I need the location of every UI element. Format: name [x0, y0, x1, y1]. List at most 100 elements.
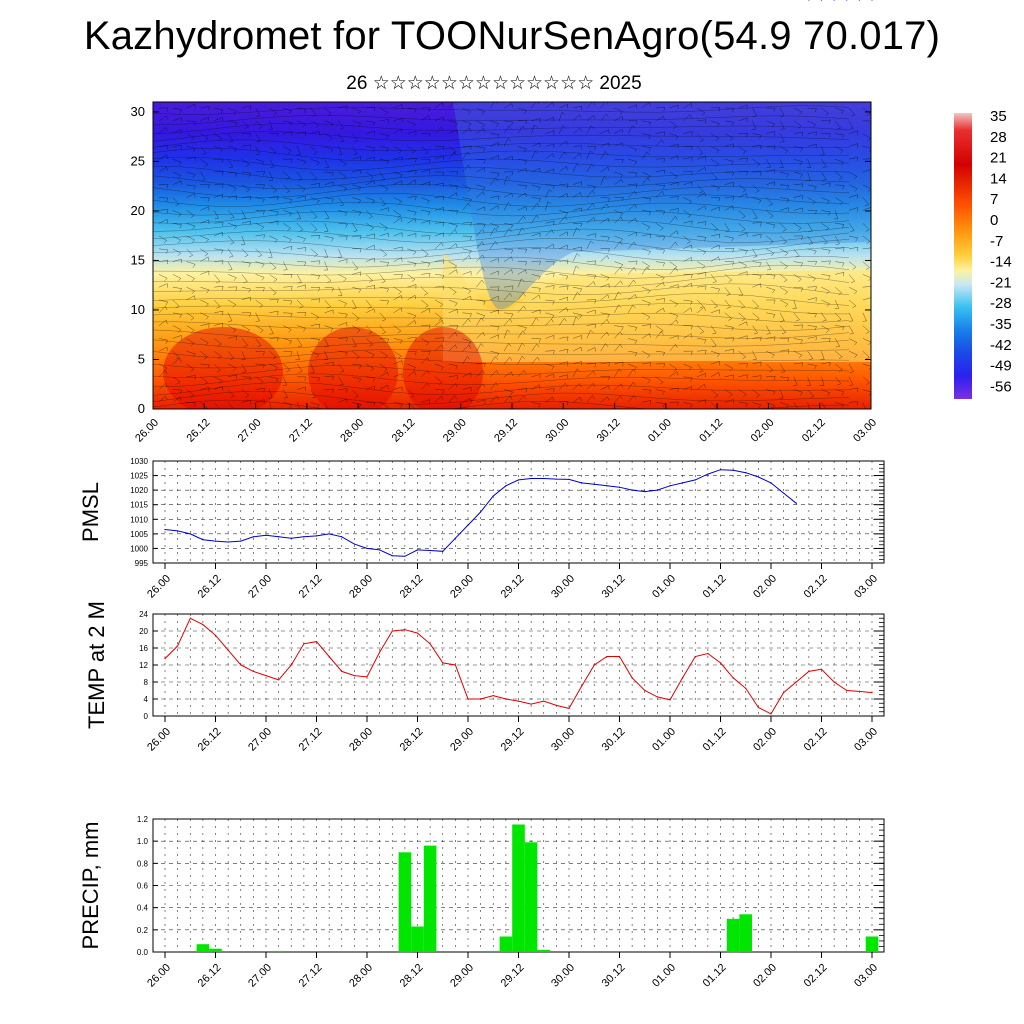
x-tick-label: 01.12: [701, 962, 729, 990]
wind-barb: [338, 171, 347, 180]
wind-barb: [158, 274, 168, 282]
wind-barb: [697, 205, 707, 211]
wind-barb: [324, 351, 329, 361]
wind-barb: [572, 227, 580, 237]
wind-barb: [807, 336, 817, 341]
wind-barb: [752, 325, 759, 335]
wind-barb: [296, 184, 306, 192]
wind-barb: [255, 107, 261, 117]
wind-barb: [835, 184, 845, 190]
wind-barb: [379, 248, 388, 257]
colorbar-tick-label: -28: [990, 295, 1012, 312]
wind-barb: [766, 197, 773, 206]
wind-barb: [158, 154, 168, 160]
wind-barb: [283, 312, 293, 318]
wind-barb: [669, 143, 679, 149]
wind-barb: [214, 322, 224, 328]
wind-barb: [586, 240, 594, 249]
wind-barb: [269, 376, 279, 383]
wind-barb: [779, 349, 790, 354]
wind-barb: [476, 369, 485, 377]
series-point: [177, 530, 179, 532]
wind-barb: [269, 363, 279, 371]
wind-barb: [572, 361, 582, 366]
wind-barb: [393, 338, 403, 344]
x-tick-label: 29.00: [441, 417, 469, 445]
y-tick-label: 24: [139, 610, 148, 619]
wind-barb: [572, 253, 580, 262]
series-point: [265, 675, 267, 677]
wind-barb: [517, 330, 526, 339]
wind-barb: [807, 210, 817, 215]
wind-barb: [214, 158, 224, 164]
x-tick-label: 30.00: [543, 417, 571, 445]
wind-barb: [352, 402, 362, 409]
wind-barb: [476, 279, 485, 288]
wind-barb: [545, 350, 555, 355]
wind-barb: [462, 254, 471, 262]
wind-barb: [379, 325, 386, 335]
wind-barb: [379, 158, 389, 165]
wind-barb: [393, 217, 403, 224]
wind-barb: [683, 325, 693, 330]
x-tick-label: 27.12: [297, 962, 325, 990]
wind-barb: [186, 133, 195, 141]
y-tick-label: 0: [138, 401, 145, 416]
wind-barb: [379, 119, 390, 124]
wind-barb: [227, 274, 237, 281]
wind-barb: [779, 376, 790, 382]
series-point: [315, 641, 318, 643]
wind-barb: [241, 261, 251, 267]
wind-barb: [820, 351, 825, 360]
x-tick-label: 27.12: [287, 417, 315, 445]
wind-barb: [241, 184, 251, 193]
series-point: [341, 670, 343, 672]
wind-barb: [268, 389, 273, 399]
wind-barb: [269, 274, 278, 282]
wind-barb: [200, 206, 210, 211]
wind-barb: [365, 130, 375, 136]
wind-barb: [545, 388, 555, 393]
wind-barb: [255, 248, 263, 258]
wind-barb: [351, 299, 357, 309]
wind-barb: [559, 231, 569, 237]
wind-barb: [628, 293, 637, 301]
wind-barb: [296, 158, 307, 165]
wind-barb: [641, 324, 652, 329]
wind-barb: [766, 181, 775, 186]
wind-barb: [255, 197, 265, 203]
series-point: [858, 690, 860, 692]
wind-barb: [752, 283, 762, 288]
wind-barb: [227, 133, 234, 143]
wind-barb: [338, 388, 348, 393]
wind-barb: [779, 207, 789, 212]
wind-barb: [710, 223, 719, 232]
wind-barb: [490, 309, 499, 314]
wind-barb: [158, 299, 169, 306]
wind-barb: [710, 325, 717, 335]
wind-barb: [365, 171, 374, 180]
wind-barb: [862, 363, 871, 370]
wind-barb: [421, 308, 431, 314]
wind-barb: [476, 383, 486, 390]
series-point: [240, 540, 242, 542]
wind-barb: [434, 222, 445, 227]
wind-barb: [766, 235, 774, 244]
wind-barb: [628, 146, 638, 153]
colorbar-tick-label: -42: [990, 337, 1012, 354]
wind-barb: [255, 210, 265, 215]
wind-barb: [793, 362, 804, 367]
wind-barb: [697, 156, 706, 161]
wind-barb: [379, 146, 389, 152]
wind-barb: [434, 274, 445, 280]
series-point: [480, 698, 482, 700]
series-point: [341, 536, 343, 538]
wind-barb: [724, 205, 734, 211]
wind-barb: [227, 222, 237, 230]
wind-barb: [503, 389, 514, 396]
wind-barb: [683, 103, 693, 109]
x-tick-label: 01.12: [701, 726, 729, 754]
wind-barb: [324, 274, 332, 283]
wind-barb: [821, 210, 831, 216]
y-tick-label: 25: [131, 153, 145, 168]
